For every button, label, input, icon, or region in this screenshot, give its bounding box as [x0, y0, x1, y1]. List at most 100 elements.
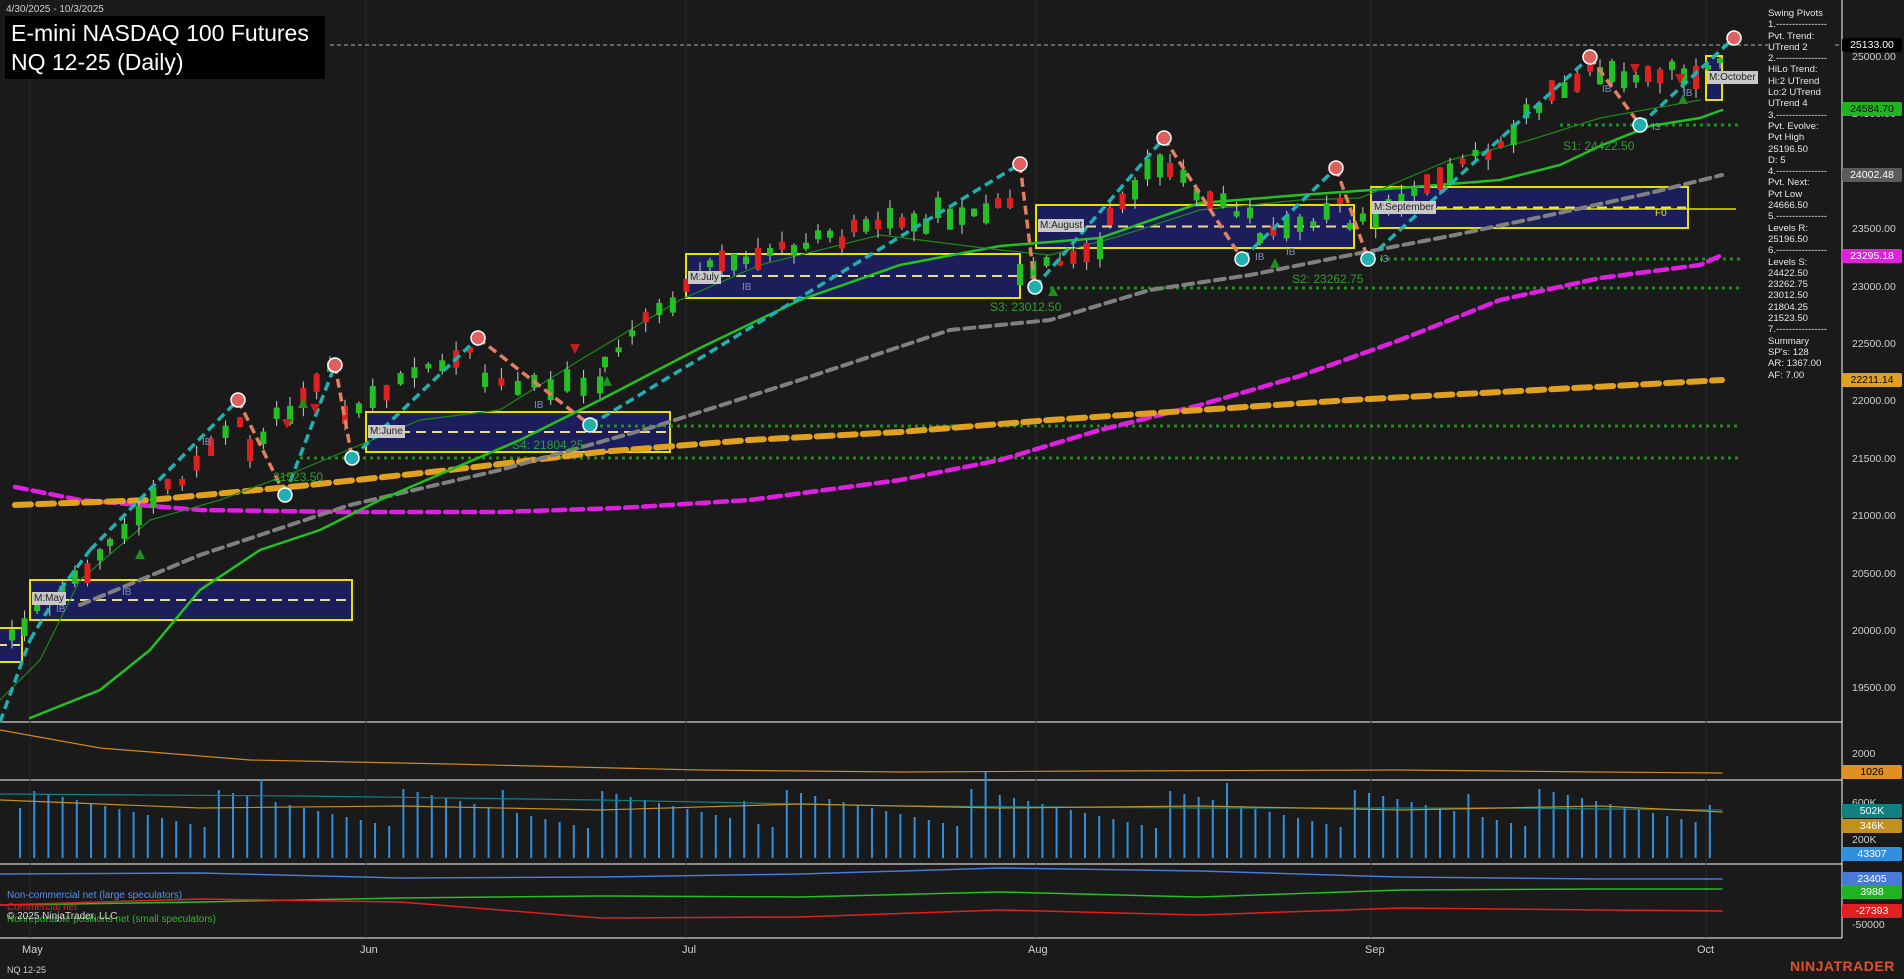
- time-axis-label: Oct: [1697, 944, 1715, 956]
- month-box-label: M:August: [1038, 219, 1085, 232]
- swing-panel-line: 1.----------------: [1768, 19, 1828, 31]
- copyright: © 2025 NinjaTrader, LLC: [7, 911, 118, 922]
- triangle-up-icon: [1048, 286, 1058, 296]
- candle-up: [707, 260, 713, 268]
- swing-panel-line: UTrend 2: [1768, 41, 1808, 53]
- candle-down: [755, 247, 761, 270]
- cot-small-spec-line: [0, 888, 1723, 906]
- swing-panel-line: D: 5: [1768, 154, 1786, 166]
- support-level-label: F0: [1655, 208, 1667, 219]
- candle-down: [1497, 141, 1504, 148]
- swing-pivots-panel: Swing Pivots 1.---------------- Pvt. Trend…: [1768, 8, 1834, 381]
- support-level-label: S1: 24422.50: [1563, 139, 1635, 153]
- ib-label: IB: [122, 587, 132, 598]
- indicator3-tag: 23405: [1842, 872, 1902, 886]
- pivot-high-marker-icon: [1582, 49, 1598, 65]
- candle-up: [803, 242, 809, 249]
- swing-panel-line: 25196.50: [1768, 143, 1809, 155]
- time-axis-label: May: [22, 944, 43, 956]
- candle-down: [1083, 242, 1090, 263]
- candle-up: [615, 347, 622, 353]
- ema-orange-line: [12, 377, 1725, 508]
- cot-large-spec-line: [0, 867, 1723, 880]
- candle-up: [827, 230, 833, 238]
- candle-down: [247, 439, 253, 461]
- swing-panel-line: AF: 7.00: [1768, 369, 1805, 381]
- zigzag-down-line: [1018, 163, 1037, 288]
- price-tag: 24584.70: [1842, 102, 1902, 116]
- candle-down: [300, 388, 307, 409]
- candle-up: [1717, 58, 1723, 64]
- ib-label: IB: [56, 604, 66, 615]
- candle-up: [1411, 186, 1418, 197]
- candle-up: [547, 379, 554, 401]
- candle-up: [514, 380, 521, 395]
- time-axis-label: Sep: [1365, 944, 1385, 956]
- zigzag-up-line: [58, 548, 92, 592]
- candle-down: [642, 312, 649, 323]
- candle-down: [1070, 250, 1077, 264]
- indicator3-axis-label: -50000: [1852, 919, 1885, 931]
- cot-legend-entry: Nonreportable positions net (small specu…: [7, 914, 216, 925]
- candle-down: [1337, 197, 1343, 204]
- ib-label: IB: [1602, 84, 1612, 95]
- candle-down: [208, 438, 215, 456]
- candle-down: [1548, 80, 1555, 101]
- zigzag-down-line: [333, 364, 354, 459]
- triangle-up-icon: [1270, 258, 1280, 268]
- swing-panel-line: 5.----------------: [1768, 211, 1828, 223]
- candle-up: [1561, 82, 1568, 98]
- candle-down: [1424, 174, 1431, 194]
- price-axis-label: 22500.00: [1852, 338, 1896, 350]
- candle-down: [1437, 167, 1443, 190]
- candle-down: [1007, 197, 1013, 208]
- month-box-label: M:July: [688, 271, 721, 284]
- ib-label: IB: [1286, 247, 1296, 258]
- candle-down: [1645, 66, 1651, 83]
- candle-up: [1132, 180, 1138, 200]
- price-axis-label: 23000.00: [1852, 280, 1896, 293]
- candle-up: [9, 629, 15, 641]
- swing-panel-line: Swing Pivots: [1768, 8, 1823, 19]
- candle-up: [669, 297, 676, 313]
- candle-up: [34, 602, 41, 612]
- swing-panel-line: Lo:2 UTrend: [1768, 87, 1821, 99]
- candle-down: [719, 250, 725, 272]
- ema-green-line: [28, 108, 1724, 720]
- candle-up: [1043, 257, 1050, 266]
- pivot-low-marker-icon: [1632, 117, 1648, 133]
- candle-up: [1180, 169, 1187, 183]
- triangle-up-icon: [602, 376, 612, 386]
- candle-down: [383, 385, 390, 401]
- price-axis-label: 20000.00: [1852, 625, 1896, 637]
- support-level-label: S2: 23262.75: [1292, 272, 1364, 286]
- candle-down: [237, 417, 243, 427]
- indicator2-tag: 43307: [1842, 847, 1902, 861]
- pivot-high-marker-icon: [230, 392, 246, 408]
- candle-down: [851, 219, 857, 233]
- swing-panel-line: Pvt. Trend:: [1768, 30, 1815, 42]
- zigzag-up-line: [1638, 36, 1736, 127]
- ib-label: IB: [1255, 252, 1265, 263]
- candle-up: [1372, 213, 1379, 228]
- candle-up: [1220, 193, 1227, 208]
- candle-up: [580, 377, 587, 396]
- swing-panel-line: 21804.25: [1768, 301, 1809, 313]
- candle-up: [629, 330, 636, 337]
- symbol-footer: NQ 12-25: [7, 965, 47, 975]
- candle-up: [597, 376, 603, 394]
- support-level-label: S4: 21804.25: [512, 438, 584, 452]
- candle-up: [425, 363, 432, 369]
- candle-down: [179, 478, 186, 486]
- cot-legend-entry: Non-commercial net (large speculators): [7, 890, 183, 901]
- candle-up: [983, 203, 989, 224]
- candle-up: [656, 302, 663, 316]
- swing-panel-line: 25196.50: [1768, 233, 1809, 245]
- candle-up: [1633, 74, 1639, 83]
- triangle-down-icon: [310, 404, 320, 414]
- candle-up: [815, 230, 821, 240]
- candle-up: [1681, 68, 1687, 85]
- candle-up: [135, 506, 142, 526]
- candle-down: [875, 219, 881, 230]
